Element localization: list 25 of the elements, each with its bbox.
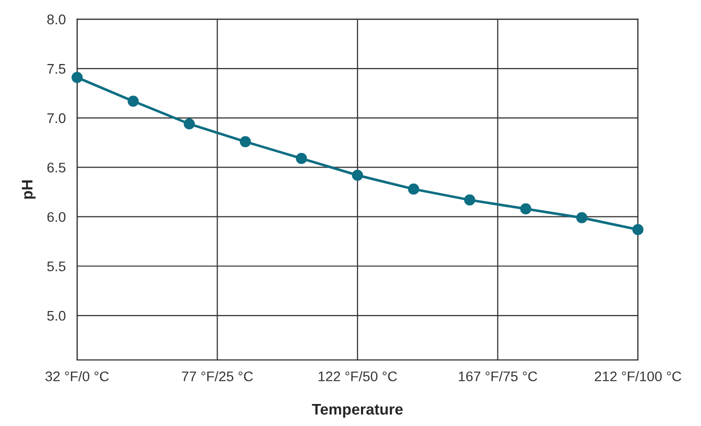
x-tick-label: 212 °F/100 °C — [594, 371, 682, 382]
y-tick-label: 5.0 — [47, 310, 66, 321]
y-tick-label: 7.5 — [47, 64, 66, 74]
point — [72, 72, 83, 84]
point — [576, 212, 588, 224]
x-axis-title: Temperature — [312, 404, 403, 418]
y-tick-label: 6.0 — [47, 212, 66, 222]
point — [520, 203, 532, 214]
point — [464, 194, 476, 206]
x-tick-label: 77 °F/25 °C — [182, 371, 253, 382]
y-axis-title: pH — [22, 180, 36, 199]
y-tick-label: 8.0 — [47, 14, 66, 24]
x-tick-label: 122 °F/50 °C — [318, 371, 397, 382]
point — [352, 170, 364, 181]
y-tick-label: 7.0 — [47, 113, 66, 124]
x-tick-label: 32 °F/0 °C — [45, 371, 109, 382]
point — [408, 184, 420, 195]
point — [296, 152, 307, 164]
x-tick-label: 167 °F/75 °C — [458, 371, 538, 382]
point — [184, 118, 195, 130]
point — [632, 224, 644, 236]
point — [128, 96, 139, 107]
point — [240, 136, 251, 148]
y-tick-label: 5.5 — [47, 262, 66, 272]
y-tick-label: 6.5 — [47, 162, 66, 173]
